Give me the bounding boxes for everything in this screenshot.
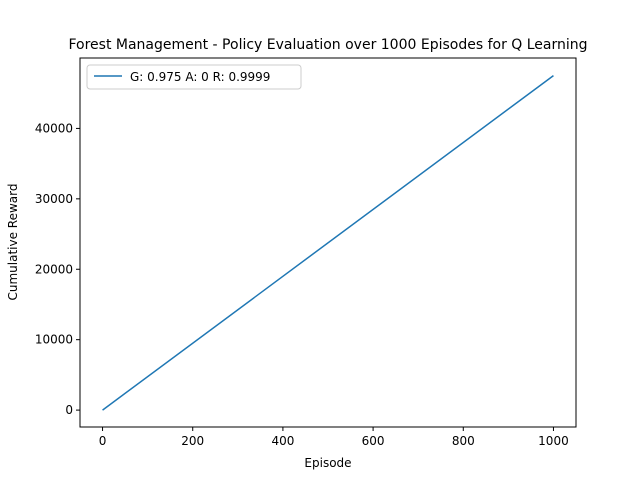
series-layer (102, 74, 554, 411)
x-axis-label: Episode (304, 456, 351, 470)
y-axis-label: Cumulative Reward (6, 184, 20, 301)
legend-label: G: 0.975 A: 0 R: 0.9999 (130, 70, 270, 84)
plot-frame (79, 57, 577, 428)
x-tick-label: 600 (362, 434, 385, 448)
x-tick-label: 0 (99, 434, 107, 448)
x-tick-label: 200 (181, 434, 204, 448)
x-tick-label: 400 (271, 434, 294, 448)
x-tick-label: 1000 (538, 434, 569, 448)
y-tick-label: 20000 (35, 262, 73, 276)
y-tick-label: 10000 (35, 333, 73, 347)
chart-title: Forest Management - Policy Evaluation ov… (68, 37, 587, 53)
y-tick-label: 30000 (35, 192, 73, 206)
y-tick-label: 40000 (35, 121, 73, 135)
legend-box (86, 64, 302, 90)
y-tick-label: 0 (65, 403, 73, 417)
legend: G: 0.975 A: 0 R: 0.9999 (86, 64, 302, 90)
x-axis-ticks: 0 200 400 600 800 1000 (99, 427, 569, 448)
y-axis-ticks: 0 10000 20000 30000 40000 (35, 121, 80, 417)
series-line (102, 74, 554, 411)
x-tick-label: 800 (452, 434, 475, 448)
